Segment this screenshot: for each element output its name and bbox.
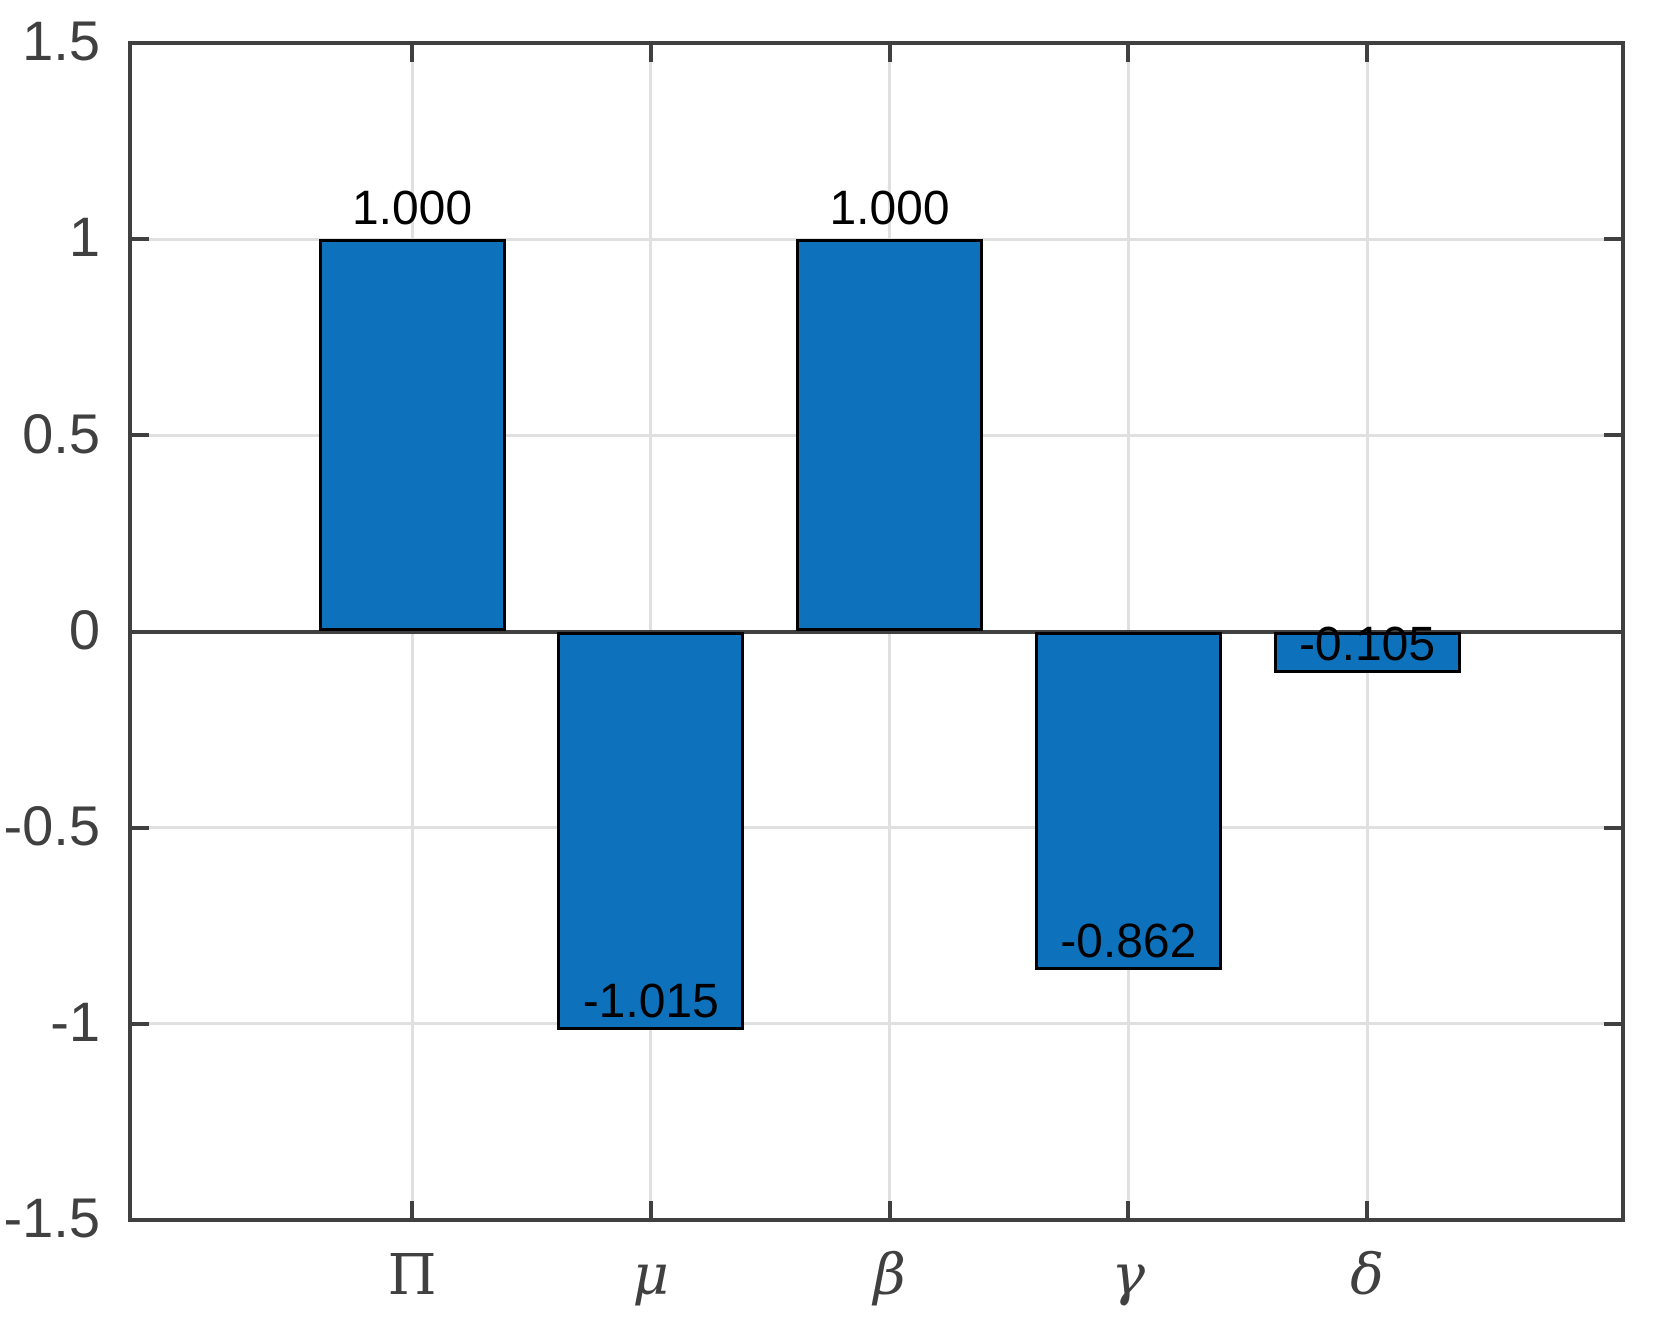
bar bbox=[318, 239, 506, 632]
y-tick-mark-right bbox=[1604, 1021, 1621, 1026]
y-axis-tick-label: 1.5 bbox=[22, 9, 100, 73]
x-tick-mark-bottom bbox=[1365, 1201, 1369, 1218]
x-axis-tick-label: β bbox=[873, 1243, 906, 1308]
bar bbox=[1273, 631, 1461, 673]
y-tick-mark-left bbox=[132, 41, 149, 45]
y-tick-mark-left bbox=[132, 629, 149, 634]
plot-frame bbox=[128, 41, 1625, 1222]
x-tick-mark-bottom bbox=[1126, 1201, 1131, 1218]
x-tick-mark-bottom bbox=[887, 1201, 892, 1218]
y-tick-mark-right bbox=[1604, 237, 1621, 242]
y-tick-mark-left bbox=[132, 237, 149, 242]
y-tick-mark-right bbox=[1604, 629, 1621, 634]
bar-value-label: -0.862 bbox=[1060, 914, 1197, 968]
y-tick-mark-right bbox=[1604, 41, 1621, 45]
y-tick-mark-left bbox=[132, 433, 149, 438]
y-tick-mark-right bbox=[1604, 1218, 1621, 1222]
y-axis-tick-label: -1.5 bbox=[3, 1186, 101, 1250]
y-tick-mark-right bbox=[1604, 825, 1621, 830]
y-tick-mark-left bbox=[132, 1021, 149, 1026]
grid-line-horizontal bbox=[132, 1022, 1621, 1026]
bar-value-label: 1.000 bbox=[351, 182, 473, 236]
x-tick-mark-bottom bbox=[648, 1201, 653, 1218]
y-tick-mark-left bbox=[132, 825, 149, 830]
y-tick-mark-left bbox=[132, 1218, 149, 1222]
y-axis-tick-label: -1 bbox=[50, 990, 100, 1054]
bar-value-label: -1.015 bbox=[582, 974, 719, 1028]
y-tick-mark-right bbox=[1604, 433, 1621, 438]
x-axis-tick-label: μ bbox=[632, 1243, 669, 1308]
x-tick-mark-top bbox=[1365, 45, 1369, 62]
bar-value-label: 1.000 bbox=[829, 182, 950, 236]
zero-line bbox=[128, 629, 1625, 634]
grid-line-horizontal bbox=[132, 826, 1621, 830]
x-axis-tick-label: Π bbox=[387, 1243, 437, 1308]
x-tick-mark-bottom bbox=[410, 1201, 414, 1218]
x-tick-mark-top bbox=[1126, 45, 1131, 62]
y-axis-tick-label: 0 bbox=[68, 597, 100, 661]
bar bbox=[1034, 631, 1222, 970]
x-tick-mark-top bbox=[648, 45, 653, 62]
y-axis-tick-label: 1 bbox=[68, 205, 100, 269]
bar bbox=[557, 631, 745, 1030]
x-axis-tick-label: γ bbox=[1111, 1243, 1145, 1308]
x-axis-tick-label: δ bbox=[1350, 1243, 1384, 1308]
x-tick-mark-top bbox=[887, 45, 892, 62]
y-axis-tick-label: 0.5 bbox=[22, 401, 100, 465]
bar bbox=[796, 239, 983, 632]
x-tick-mark-top bbox=[410, 45, 414, 62]
y-axis-tick-label: -0.5 bbox=[3, 793, 101, 857]
bar-value-label: -0.105 bbox=[1298, 617, 1436, 671]
